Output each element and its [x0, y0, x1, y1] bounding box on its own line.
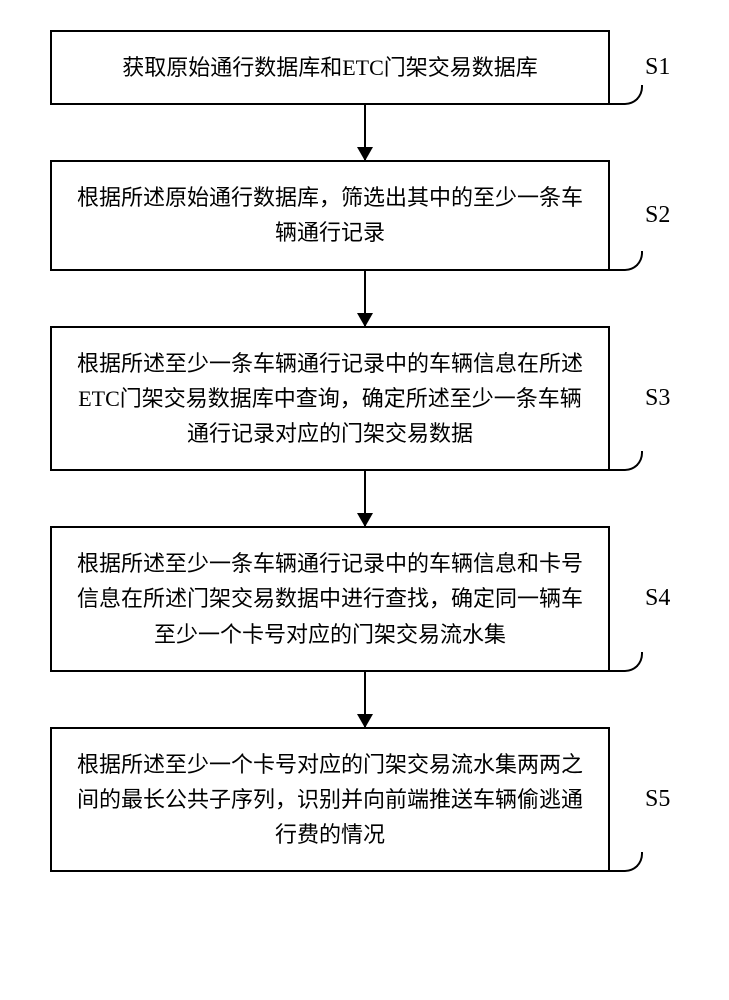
step-text-1: 获取原始通行数据库和ETC门架交易数据库	[122, 50, 538, 85]
arrow-2	[85, 271, 645, 326]
label-connector-1	[608, 85, 643, 105]
step-box-1: 获取原始通行数据库和ETC门架交易数据库	[50, 30, 610, 105]
step-label-3: S3	[645, 385, 670, 412]
flowchart-container: 获取原始通行数据库和ETC门架交易数据库 S1 根据所述原始通行数据库，筛选出其…	[50, 30, 679, 872]
arrow-head-3	[357, 513, 373, 527]
step-row-2: 根据所述原始通行数据库，筛选出其中的至少一条车辆通行记录 S2	[50, 160, 679, 270]
label-connector-5	[608, 852, 643, 872]
arrow-3	[85, 471, 645, 526]
arrow-head-4	[357, 714, 373, 728]
step-row-4: 根据所述至少一条车辆通行记录中的车辆信息和卡号信息在所述门架交易数据中进行查找，…	[50, 526, 679, 672]
label-connector-4	[608, 652, 643, 672]
step-row-3: 根据所述至少一条车辆通行记录中的车辆信息在所述ETC门架交易数据库中查询，确定所…	[50, 326, 679, 472]
step-row-5: 根据所述至少一个卡号对应的门架交易流水集两两之间的最长公共子序列，识别并向前端推…	[50, 727, 679, 873]
step-text-3: 根据所述至少一条车辆通行记录中的车辆信息在所述ETC门架交易数据库中查询，确定所…	[72, 346, 588, 452]
arrow-1	[85, 105, 645, 160]
step-text-2: 根据所述原始通行数据库，筛选出其中的至少一条车辆通行记录	[72, 180, 588, 250]
step-label-4: S4	[645, 585, 670, 612]
step-label-1: S1	[645, 54, 670, 81]
step-box-2: 根据所述原始通行数据库，筛选出其中的至少一条车辆通行记录	[50, 160, 610, 270]
arrow-head-2	[357, 313, 373, 327]
step-label-2: S2	[645, 202, 670, 229]
arrow-head-1	[357, 147, 373, 161]
step-row-1: 获取原始通行数据库和ETC门架交易数据库 S1	[50, 30, 679, 105]
step-text-5: 根据所述至少一个卡号对应的门架交易流水集两两之间的最长公共子序列，识别并向前端推…	[72, 747, 588, 853]
label-connector-3	[608, 451, 643, 471]
step-text-4: 根据所述至少一条车辆通行记录中的车辆信息和卡号信息在所述门架交易数据中进行查找，…	[72, 546, 588, 652]
step-box-3: 根据所述至少一条车辆通行记录中的车辆信息在所述ETC门架交易数据库中查询，确定所…	[50, 326, 610, 472]
step-box-5: 根据所述至少一个卡号对应的门架交易流水集两两之间的最长公共子序列，识别并向前端推…	[50, 727, 610, 873]
step-label-5: S5	[645, 786, 670, 813]
arrow-4	[85, 672, 645, 727]
step-box-4: 根据所述至少一条车辆通行记录中的车辆信息和卡号信息在所述门架交易数据中进行查找，…	[50, 526, 610, 672]
label-connector-2	[608, 251, 643, 271]
